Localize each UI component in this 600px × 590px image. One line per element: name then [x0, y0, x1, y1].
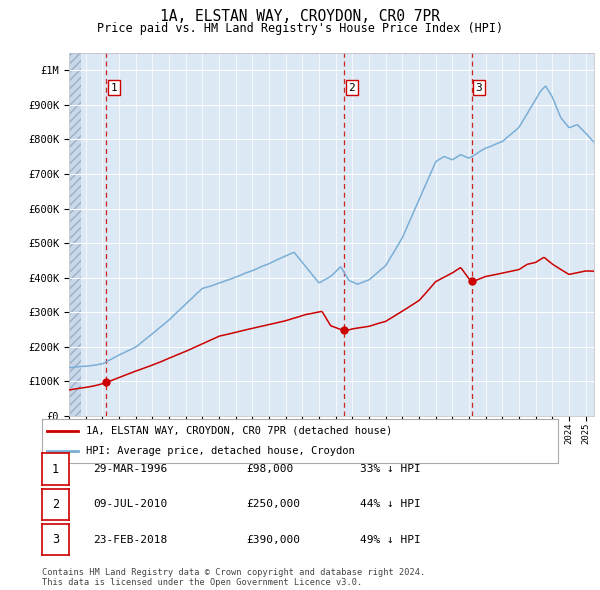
Text: £98,000: £98,000 [246, 464, 293, 474]
Text: 2: 2 [52, 498, 59, 511]
Text: 33% ↓ HPI: 33% ↓ HPI [360, 464, 421, 474]
Text: 3: 3 [476, 83, 482, 93]
Text: 1A, ELSTAN WAY, CROYDON, CR0 7PR: 1A, ELSTAN WAY, CROYDON, CR0 7PR [160, 9, 440, 24]
Text: 44% ↓ HPI: 44% ↓ HPI [360, 500, 421, 509]
Text: £250,000: £250,000 [246, 500, 300, 509]
Text: 29-MAR-1996: 29-MAR-1996 [93, 464, 167, 474]
Text: Contains HM Land Registry data © Crown copyright and database right 2024.
This d: Contains HM Land Registry data © Crown c… [42, 568, 425, 587]
Text: HPI: Average price, detached house, Croydon: HPI: Average price, detached house, Croy… [86, 446, 355, 456]
Text: Price paid vs. HM Land Registry's House Price Index (HPI): Price paid vs. HM Land Registry's House … [97, 22, 503, 35]
Text: 23-FEB-2018: 23-FEB-2018 [93, 535, 167, 545]
Text: 1: 1 [110, 83, 117, 93]
Text: 1: 1 [52, 463, 59, 476]
Text: 2: 2 [349, 83, 355, 93]
Text: 49% ↓ HPI: 49% ↓ HPI [360, 535, 421, 545]
Text: 1A, ELSTAN WAY, CROYDON, CR0 7PR (detached house): 1A, ELSTAN WAY, CROYDON, CR0 7PR (detach… [86, 426, 392, 436]
Text: 3: 3 [52, 533, 59, 546]
Text: £390,000: £390,000 [246, 535, 300, 545]
Text: 09-JUL-2010: 09-JUL-2010 [93, 500, 167, 509]
